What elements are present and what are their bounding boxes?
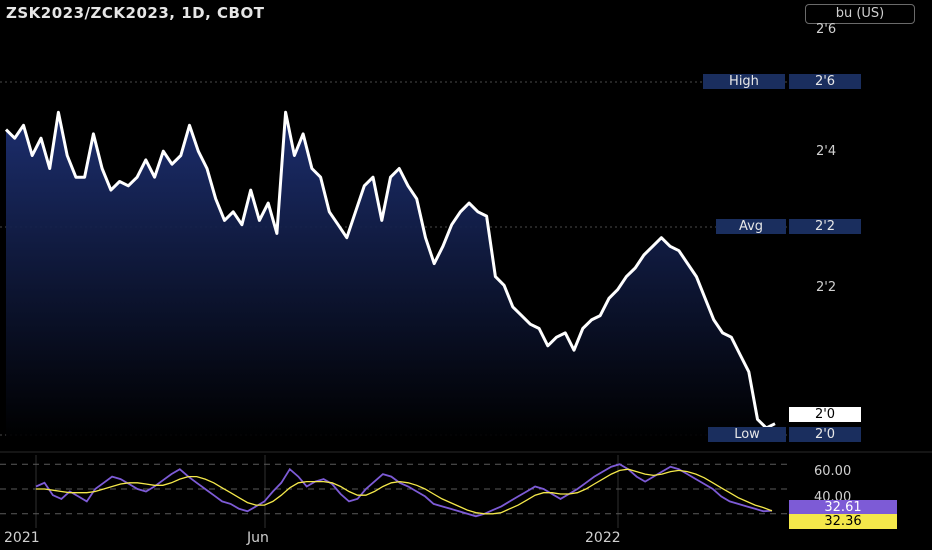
low-level-value: 2'0 (789, 427, 861, 442)
y-tick-label: 2'2 (816, 280, 837, 295)
x-tick-label: 2021 (4, 530, 40, 546)
oscillator-value-tag: 32.61 (789, 500, 897, 515)
oscillator-line (35, 463, 773, 518)
signal-value-tag: 32.36 (789, 514, 897, 529)
price-series-line (4, 110, 776, 430)
chart-title: ZSK2023/ZCK2023, 1D, CBOT (6, 4, 265, 22)
price-area (6, 112, 775, 439)
price-area-fill (6, 112, 775, 439)
avg-level-value: 2'2 (789, 219, 861, 234)
y-tick-label: 2'4 (816, 144, 837, 159)
unit-selector[interactable]: bu (US) (805, 4, 915, 24)
last-price-tag: 2'0 (789, 407, 861, 422)
oscillator-tick: 60.00 (814, 464, 852, 479)
high-level-label: High (703, 74, 785, 89)
price-line (4, 110, 776, 430)
y-tick-label: 2'6 (816, 22, 837, 37)
oscillator-pane (0, 463, 790, 518)
x-tick-label: 2022 (585, 530, 621, 546)
avg-level-label: Avg (716, 219, 786, 234)
low-level-label: Low (708, 427, 786, 442)
signal-line (36, 468, 773, 515)
high-level-value: 2'6 (789, 74, 861, 89)
x-tick-label: Jun (247, 530, 269, 546)
